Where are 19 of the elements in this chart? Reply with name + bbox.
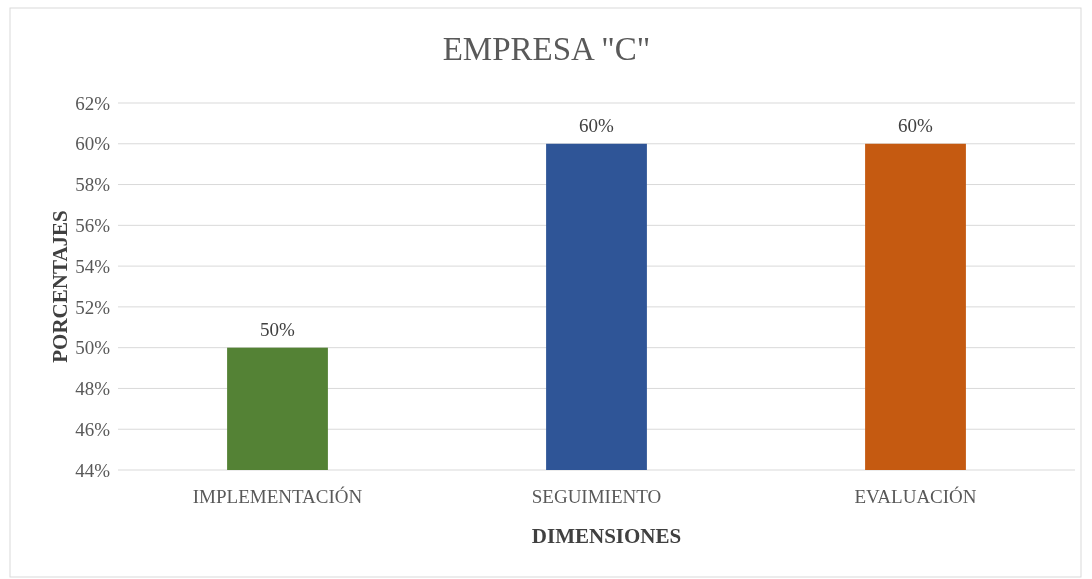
y-tick-label: 60% bbox=[75, 133, 111, 155]
y-tick-label: 46% bbox=[75, 418, 111, 440]
data-label: 50% bbox=[260, 318, 296, 340]
y-tick-label: 52% bbox=[75, 296, 111, 318]
chart-title: EMPRESA "C" bbox=[442, 31, 651, 67]
y-tick-label: 62% bbox=[75, 92, 111, 114]
x-axis-title: DIMENSIONES bbox=[531, 524, 682, 548]
data-label: 60% bbox=[579, 114, 615, 136]
y-tick-label: 56% bbox=[75, 214, 111, 236]
data-label: 60% bbox=[898, 114, 934, 136]
y-tick-label: 58% bbox=[75, 174, 111, 196]
x-tick-label: EVALUACIÓN bbox=[854, 486, 977, 507]
x-tick-label: SEGUIMIENTO bbox=[531, 486, 662, 507]
x-tick-label: IMPLEMENTACIÓN bbox=[192, 486, 363, 507]
y-tick-label: 54% bbox=[75, 255, 111, 277]
y-tick-label: 48% bbox=[75, 378, 111, 400]
y-tick-label: 50% bbox=[75, 337, 111, 359]
y-axis-title: PORCENTAJES bbox=[48, 210, 72, 363]
y-tick-label: 44% bbox=[75, 459, 111, 481]
